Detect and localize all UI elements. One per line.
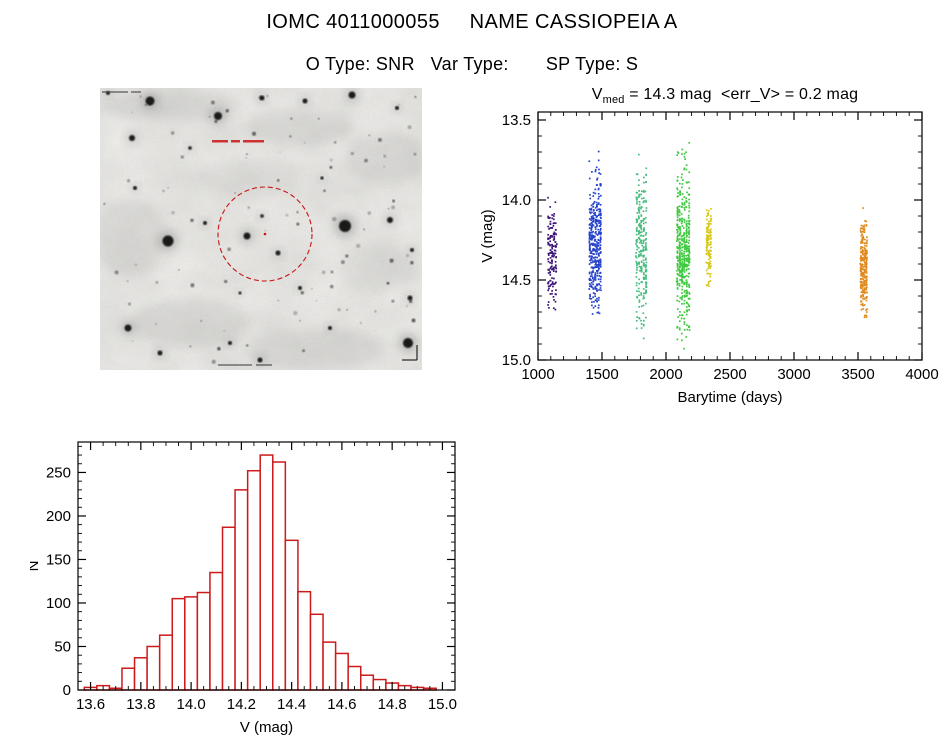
svg-text:100: 100 [46, 595, 71, 612]
lightcurve-plot: Vmed = 14.3 mag <err_V> = 0.2 mag 1000 15… [470, 86, 944, 420]
target-center-mark [263, 232, 267, 236]
svg-text:150: 150 [46, 551, 71, 568]
svg-text:3000: 3000 [777, 366, 810, 383]
lightcurve-axes [537, 111, 923, 361]
finder-sky-image [96, 88, 425, 370]
histogram-plot: 13.6 13.8 14.0 14.2 14.4 14.6 14.8 15.0 0 50 100 15… [25, 432, 480, 747]
page-subtitle: O Type: SNR Var Type: SP Type: S [305, 54, 639, 74]
vmed-subscript: med [602, 94, 625, 107]
svg-text:14.4: 14.4 [277, 696, 306, 713]
svg-text:1000: 1000 [521, 366, 554, 383]
svg-text:50: 50 [54, 638, 71, 655]
svg-text:3500: 3500 [841, 366, 874, 383]
svg-text:V (mag): V (mag) [479, 209, 496, 262]
svg-text:14.6: 14.6 [327, 696, 356, 713]
svg-text:14.0: 14.0 [176, 696, 205, 713]
svg-text:13.5: 13.5 [502, 112, 531, 129]
svg-text:1500: 1500 [585, 366, 618, 383]
svg-text:14.0: 14.0 [502, 192, 531, 209]
page-title: IOMC 4011000055 NAME CASSIOPEIA A [266, 11, 678, 33]
svg-text:Barytime (days): Barytime (days) [677, 389, 782, 406]
vhist-axes [77, 441, 456, 691]
svg-text:V (mag): V (mag) [240, 719, 293, 736]
svg-text:14.2: 14.2 [227, 696, 256, 713]
lightcurve-points [547, 141, 868, 350]
svg-text:14.5: 14.5 [502, 272, 531, 289]
finder-chart [96, 88, 425, 370]
lightcurve-title: Vmed = 14.3 mag <err_V> = 0.2 mag [528, 86, 922, 106]
svg-text:2500: 2500 [713, 366, 746, 383]
finder-footer-annotation-marks [218, 364, 272, 366]
svg-text:2000: 2000 [649, 366, 682, 383]
svg-text:13.6: 13.6 [76, 696, 105, 713]
finder-nebula-patches [96, 90, 425, 370]
vhist-labels: 13.6 13.8 14.0 14.2 14.4 14.6 14.8 15.0 0 50 100 15… [25, 464, 457, 736]
svg-text:4000: 4000 [905, 366, 938, 383]
svg-text:N: N [30, 561, 42, 572]
svg-text:13.8: 13.8 [126, 696, 155, 713]
target-aperture-circle [217, 186, 313, 282]
finder-header-annotation-marks [102, 91, 141, 93]
histogram-bars [83, 454, 437, 691]
finder-scale-axis-mark [402, 345, 418, 361]
svg-text:250: 250 [46, 464, 71, 481]
finder-bright-stars [104, 88, 417, 365]
svg-text:0: 0 [63, 682, 71, 699]
lightcurve-labels: 1000 1500 2000 2500 3000 3500 4000 13.5 14.0 14.5… [479, 112, 939, 406]
svg-text:15.0: 15.0 [428, 696, 457, 713]
vmed-stats-text: = 14.3 mag <err_V> = 0.2 mag [624, 86, 859, 103]
svg-text:15.0: 15.0 [502, 352, 531, 369]
histogram-canvas: 13.6 13.8 14.0 14.2 14.4 14.6 14.8 15.0 0 50 100 15… [25, 441, 457, 736]
svg-text:14.8: 14.8 [378, 696, 407, 713]
vmed-symbol: V [591, 86, 603, 103]
svg-text:200: 200 [46, 508, 71, 525]
lightcurve-canvas: 1000 1500 2000 2500 3000 3500 4000 13.5 14.0 14.5… [479, 111, 939, 406]
finder-target-label-marks [212, 140, 264, 143]
